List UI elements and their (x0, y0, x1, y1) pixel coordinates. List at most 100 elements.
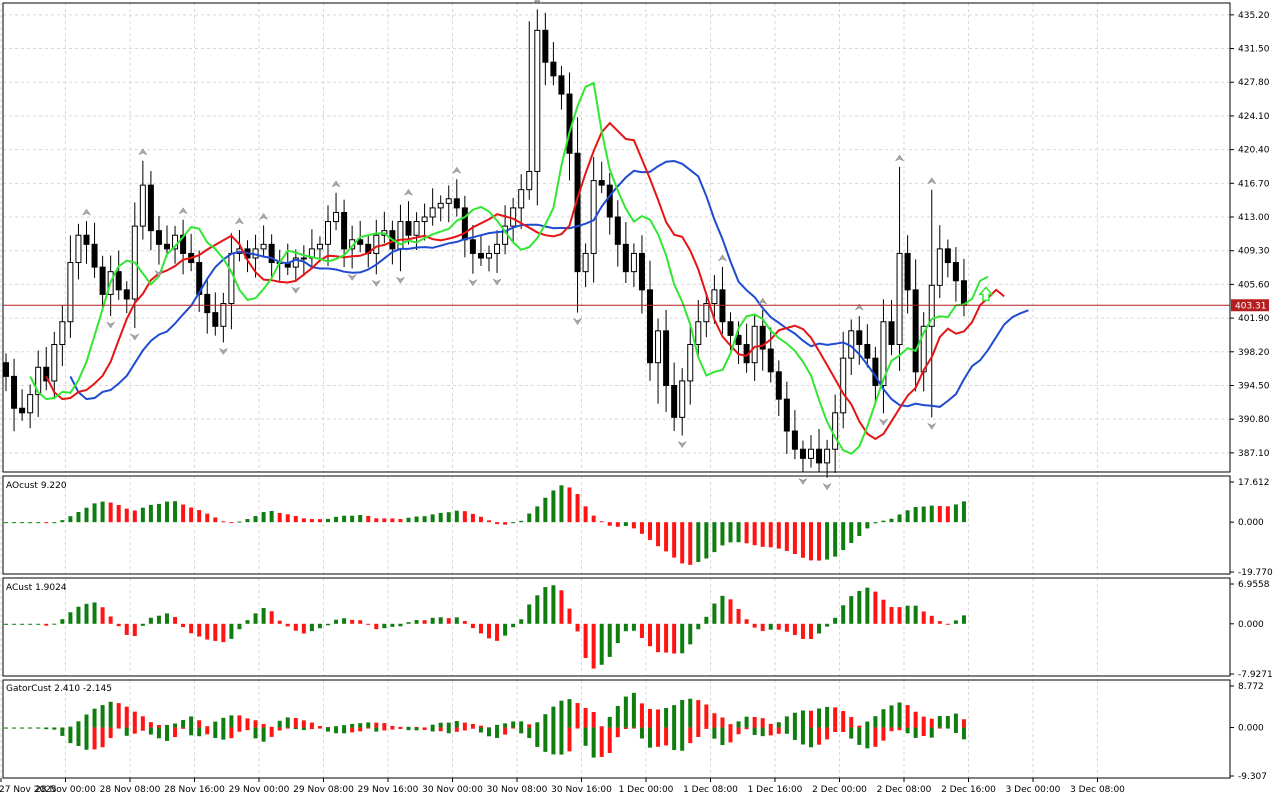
candle-body[interactable] (952, 262, 959, 282)
candle-body[interactable] (832, 412, 839, 450)
candle-body[interactable] (27, 394, 34, 414)
candle-body[interactable] (687, 344, 694, 382)
candle-body[interactable] (727, 321, 734, 336)
candle-body[interactable] (542, 29, 549, 63)
candle-body[interactable] (220, 303, 227, 327)
candle-body[interactable] (622, 243, 629, 273)
candle-body[interactable] (896, 252, 903, 346)
candle-body[interactable] (791, 430, 798, 450)
candle-body[interactable] (510, 207, 517, 227)
candle-body[interactable] (655, 330, 662, 364)
candle-body[interactable] (260, 243, 267, 250)
candle-body[interactable] (494, 243, 501, 254)
candle-body[interactable] (461, 207, 468, 241)
candle-body[interactable] (11, 375, 18, 409)
candle-body[interactable] (840, 357, 847, 414)
candle-body[interactable] (783, 398, 790, 432)
candle-body[interactable] (824, 448, 831, 464)
candle-body[interactable] (856, 330, 863, 346)
candle-body[interactable] (534, 29, 541, 172)
candle-body[interactable] (703, 303, 710, 323)
candle-body[interactable] (51, 344, 58, 382)
candle-body[interactable] (91, 243, 98, 268)
candle-body[interactable] (83, 234, 90, 245)
candle-body[interactable] (147, 184, 154, 232)
candle-body[interactable] (816, 448, 823, 464)
candle-body[interactable] (960, 280, 967, 306)
candle-body[interactable] (373, 234, 380, 254)
candle-body[interactable] (35, 366, 42, 396)
candle-body[interactable] (477, 252, 484, 259)
candle-body[interactable] (799, 448, 806, 459)
candle-body[interactable] (3, 362, 9, 377)
candle-body[interactable] (751, 325, 758, 364)
candle-body[interactable] (316, 243, 323, 250)
candle-body[interactable] (292, 257, 299, 268)
candle-body[interactable] (164, 243, 170, 250)
candle-body[interactable] (550, 61, 557, 77)
candle-body[interactable] (421, 216, 428, 223)
candle-body[interactable] (735, 334, 742, 346)
candle-body[interactable] (123, 289, 130, 300)
candle-body[interactable] (808, 448, 814, 459)
candle-body[interactable] (647, 289, 653, 364)
candle-body[interactable] (300, 257, 307, 260)
candle-body[interactable] (526, 170, 533, 191)
candle-body[interactable] (558, 75, 565, 95)
candle-body[interactable] (228, 252, 235, 305)
candle-body[interactable] (155, 230, 162, 245)
candle-body[interactable] (99, 266, 106, 295)
candle-body[interactable] (574, 152, 581, 273)
candle-body[interactable] (928, 284, 935, 327)
main-price-pane[interactable] (3, 0, 1230, 491)
candle-body[interactable] (880, 321, 887, 386)
candle-body[interactable] (59, 321, 66, 346)
candle-body[interactable] (357, 239, 364, 245)
candle-body[interactable] (413, 221, 420, 236)
candle-body[interactable] (711, 289, 718, 305)
candle-body[interactable] (453, 198, 460, 209)
candle-body[interactable] (598, 180, 605, 186)
candle-body[interactable] (582, 252, 589, 273)
candle-body[interactable] (325, 221, 331, 245)
candle-body[interactable] (445, 198, 452, 204)
candle-body[interactable] (67, 262, 74, 323)
candle-body[interactable] (695, 321, 702, 346)
candle-body[interactable] (904, 252, 911, 291)
candle-body[interactable] (268, 243, 275, 264)
candle-body[interactable] (115, 271, 122, 291)
candle-body[interactable] (936, 248, 943, 286)
candle-body[interactable] (606, 184, 613, 218)
candle-body[interactable] (759, 325, 766, 350)
candle-body[interactable] (638, 252, 645, 291)
candle-body[interactable] (437, 202, 444, 209)
candle-body[interactable] (180, 234, 187, 254)
candle-body[interactable] (333, 211, 340, 223)
candle-body[interactable] (75, 234, 82, 264)
candle-body[interactable] (139, 184, 146, 227)
candle-body[interactable] (212, 312, 219, 327)
candle-body[interactable] (663, 330, 670, 386)
candle-body[interactable] (719, 289, 726, 323)
candle-body[interactable] (405, 221, 412, 236)
candle-body[interactable] (429, 207, 436, 218)
candle-body[interactable] (944, 248, 951, 264)
candle-body[interactable] (767, 348, 774, 373)
candle-body[interactable] (204, 293, 211, 314)
candle-body[interactable] (912, 289, 919, 373)
candle-body[interactable] (341, 211, 348, 250)
candle-body[interactable] (888, 321, 895, 346)
candle-body[interactable] (864, 344, 871, 359)
candle-body[interactable] (518, 189, 525, 209)
candle-body[interactable] (19, 407, 26, 414)
candle-body[interactable] (679, 380, 686, 418)
candle-body[interactable] (872, 357, 879, 386)
candle-body[interactable] (486, 252, 492, 259)
candle-body[interactable] (43, 366, 50, 382)
candle-body[interactable] (469, 239, 476, 254)
candle-body[interactable] (775, 371, 782, 400)
indicator-panes[interactable] (4, 485, 966, 758)
candle-body[interactable] (630, 252, 637, 273)
candle-body[interactable] (671, 384, 678, 418)
